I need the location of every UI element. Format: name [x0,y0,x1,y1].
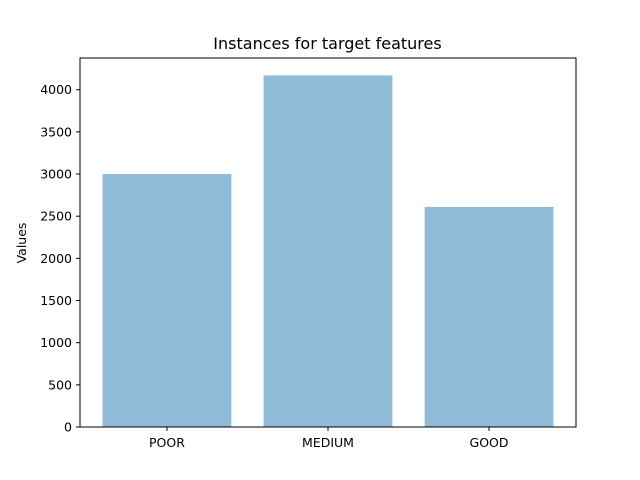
x-tick-label: MEDIUM [302,435,354,450]
chart-title: Instances for target features [213,34,441,53]
bar-medium [263,75,393,428]
y-axis-label: Values [14,223,29,264]
y-tick-label: 3500 [40,124,72,139]
y-tick-label: 500 [48,377,72,392]
x-axis-ticks: POOR MEDIUM GOOD [149,427,509,450]
y-tick-label: 1000 [40,335,72,350]
y-tick-label: 1500 [40,293,72,308]
y-tick-label: 0 [64,420,72,435]
bar-good [424,206,554,427]
y-tick-label: 2500 [40,209,72,224]
x-tick-label: GOOD [470,435,509,450]
bar-poor [102,174,232,427]
y-tick-label: 2000 [40,251,72,266]
y-tick-label: 4000 [40,82,72,97]
y-tick-label: 3000 [40,167,72,182]
x-tick-label: POOR [149,435,185,450]
bars-group [102,75,554,428]
y-axis-ticks: 0 500 1000 1500 2000 2500 3000 3500 4000 [40,82,80,435]
plot-frame [79,57,577,428]
